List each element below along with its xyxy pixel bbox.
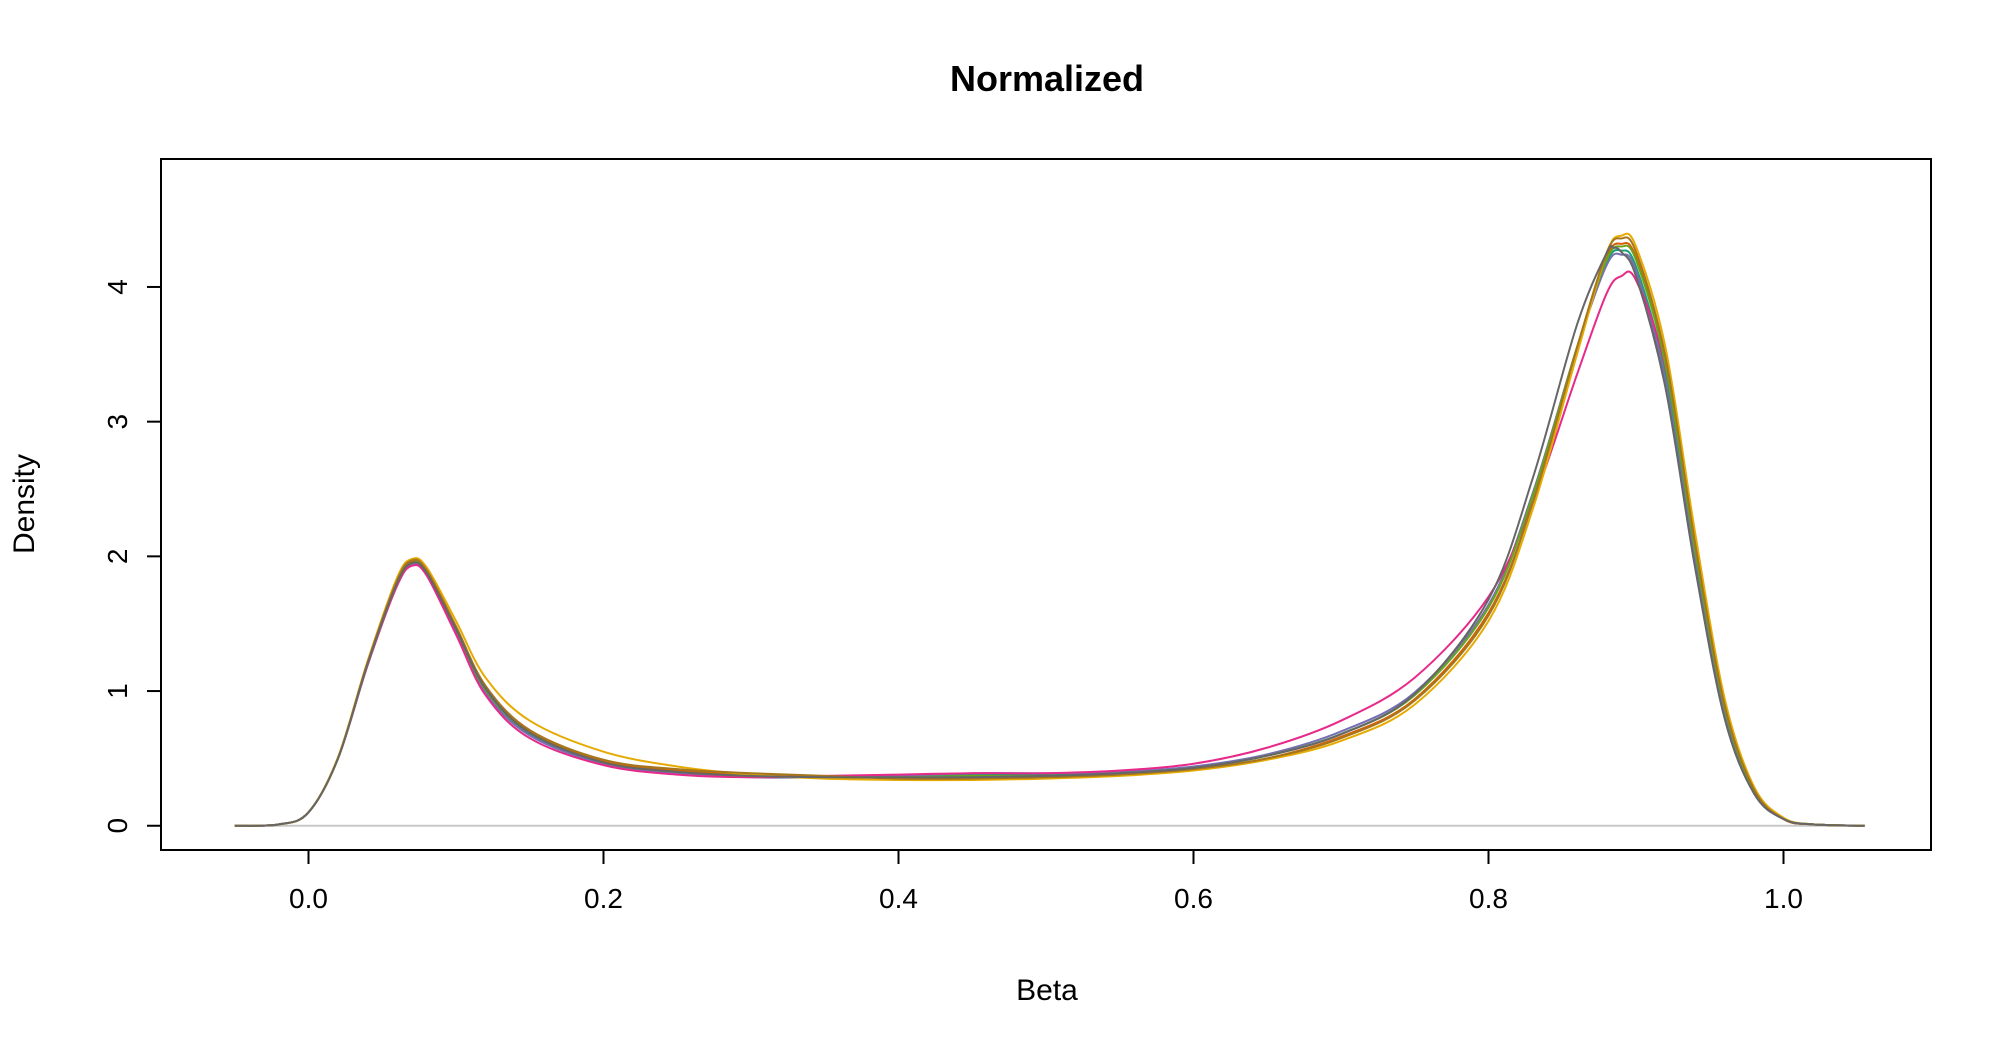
series-layer bbox=[234, 232, 1865, 827]
x-axis: 0.0 0.2 0.4 0.6 0.8 1.0 bbox=[289, 849, 1803, 914]
y-tick-label: 2 bbox=[102, 549, 133, 565]
density-line-7 bbox=[234, 236, 1865, 827]
y-axis: 0 1 2 3 4 bbox=[102, 279, 162, 834]
x-tick-label: 1.0 bbox=[1764, 883, 1803, 914]
x-tick-label: 0.6 bbox=[1174, 883, 1213, 914]
plot-frame bbox=[160, 158, 1932, 851]
x-axis-label: Beta bbox=[1016, 974, 1078, 1007]
density-line-2 bbox=[234, 241, 1865, 827]
density-line-3 bbox=[234, 252, 1865, 827]
x-tick-label: 0.8 bbox=[1469, 883, 1508, 914]
y-tick-label: 3 bbox=[102, 414, 133, 430]
x-tick-label: 0.0 bbox=[289, 883, 328, 914]
y-axis-label: Density bbox=[8, 454, 41, 554]
x-tick-label: 0.2 bbox=[584, 883, 623, 914]
y-tick-label: 0 bbox=[102, 818, 133, 834]
chart-title: Normalized bbox=[950, 58, 1144, 99]
y-tick-label: 1 bbox=[102, 683, 133, 699]
density-line-4 bbox=[234, 270, 1865, 827]
density-line-5 bbox=[234, 244, 1865, 827]
y-tick-label: 4 bbox=[102, 279, 133, 295]
density-line-8 bbox=[234, 244, 1865, 827]
density-line-6 bbox=[234, 232, 1865, 827]
x-tick-label: 0.4 bbox=[879, 883, 918, 914]
density-line-1 bbox=[234, 248, 1865, 827]
